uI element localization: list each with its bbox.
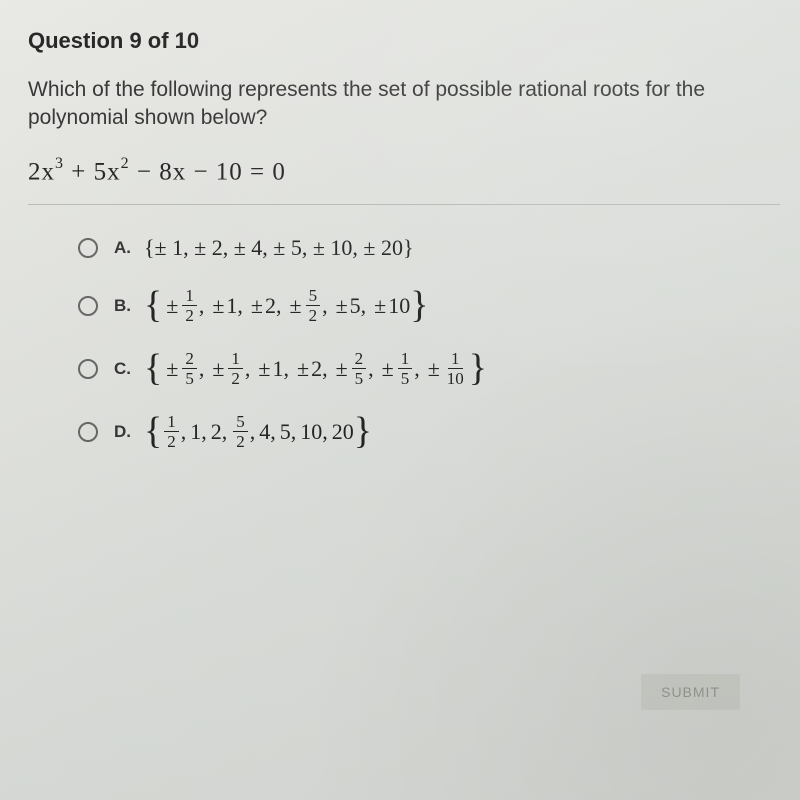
radio-icon[interactable] — [78, 359, 98, 379]
option-c[interactable]: C. {±25,±12,± 1,± 2,±25,±15,±110} — [78, 350, 780, 387]
question-prompt: Which of the following represents the se… — [28, 76, 780, 133]
option-label: B. — [114, 296, 134, 316]
radio-icon[interactable] — [78, 422, 98, 442]
option-label: C. — [114, 359, 134, 379]
option-b[interactable]: B. {±12,± 1,± 2,±52,± 5,± 10} — [78, 287, 780, 324]
radio-icon[interactable] — [78, 238, 98, 258]
option-content: {12, 1, 2,52, 4, 5, 10, 20} — [144, 413, 372, 450]
option-content: {±12,± 1,± 2,±52,± 5,± 10} — [144, 287, 428, 324]
radio-icon[interactable] — [78, 296, 98, 316]
option-a[interactable]: A. {± 1, ± 2, ± 4, ± 5, ± 10, ± 20} — [78, 235, 780, 261]
answer-options: A. {± 1, ± 2, ± 4, ± 5, ± 10, ± 20} B. {… — [28, 235, 780, 450]
option-label: D. — [114, 422, 134, 442]
submit-button[interactable]: SUBMIT — [641, 674, 740, 710]
option-label: A. — [114, 238, 134, 258]
question-number: Question 9 of 10 — [28, 28, 780, 54]
divider — [28, 204, 780, 205]
option-content: {± 1, ± 2, ± 4, ± 5, ± 10, ± 20} — [144, 235, 414, 261]
polynomial-equation: 2x3 + 5x2 − 8x − 10 = 0 — [28, 157, 780, 186]
option-content: {±25,±12,± 1,± 2,±25,±15,±110} — [144, 350, 487, 387]
option-d[interactable]: D. {12, 1, 2,52, 4, 5, 10, 20} — [78, 413, 780, 450]
